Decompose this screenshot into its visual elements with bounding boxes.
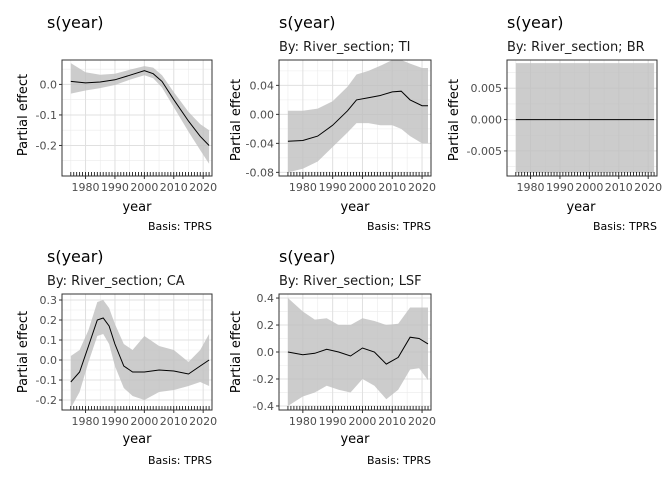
y-axis-title: Partial effect bbox=[447, 79, 462, 161]
panel-subtitle: By: River_section; BR bbox=[507, 40, 645, 55]
panel-title: s(year) bbox=[279, 247, 336, 266]
y-tick-label: 0.2 bbox=[257, 319, 275, 332]
panel-year-by-br: s(year) By: River_section; BR year Parti… bbox=[447, 13, 662, 233]
y-tick-label: -0.1 bbox=[36, 374, 57, 387]
panel-subtitle: By: River_section; CA bbox=[47, 274, 185, 289]
plot-border bbox=[506, 59, 658, 177]
x-axis-title: year bbox=[340, 432, 370, 447]
confidence-ribbon bbox=[287, 60, 428, 173]
x-tick-label: 2000 bbox=[130, 415, 158, 428]
plot-area: 0.0 -0.1 -0.2 1980 1990 2000 2010 2020 bbox=[36, 59, 217, 194]
smooth-line bbox=[70, 317, 210, 383]
y-tick-label: 0.2 bbox=[40, 314, 58, 327]
plot-border bbox=[61, 293, 213, 411]
x-tick-label: 2000 bbox=[348, 181, 376, 194]
x-tick-label: 2020 bbox=[408, 415, 436, 428]
y-tick-label: 0.0 bbox=[257, 346, 275, 359]
y-axis-title: Partial effect bbox=[229, 79, 244, 161]
smooth-line bbox=[287, 90, 428, 142]
basis-caption: Basis: TPRS bbox=[148, 220, 212, 233]
panel-year-by-ca: s(year) By: River_section; CA year Parti… bbox=[16, 247, 217, 467]
x-tick-label: 1990 bbox=[319, 181, 347, 194]
plot-area: 0.04 0.00 -0.04 -0.08 1980 1990 2000 2010 2020 bbox=[246, 59, 436, 194]
x-tick-label: 1980 bbox=[289, 415, 317, 428]
x-tick-label: 1980 bbox=[517, 181, 545, 194]
y-tick-label: -0.04 bbox=[246, 137, 274, 150]
x-tick-label: 1980 bbox=[72, 415, 100, 428]
y-tick-label: 0.005 bbox=[471, 82, 503, 95]
panel-subtitle: By: River_section; LSF bbox=[279, 274, 422, 289]
confidence-ribbon bbox=[515, 63, 655, 173]
x-axis-title: year bbox=[122, 200, 152, 215]
panel-title: s(year) bbox=[507, 13, 564, 32]
x-tick-label: 1980 bbox=[289, 181, 317, 194]
panel-title: s(year) bbox=[279, 13, 336, 32]
plot-area: 0.3 0.2 0.1 0.0 -0.1 -0.2 1980 1990 2000 2010 2020 bbox=[36, 293, 217, 428]
x-axis-title: year bbox=[122, 432, 152, 447]
y-tick-label: -0.2 bbox=[36, 394, 57, 407]
x-tick-label: 2000 bbox=[130, 181, 158, 194]
x-axis-title: year bbox=[566, 200, 596, 215]
y-axis-title: Partial effect bbox=[16, 311, 31, 393]
x-axis-title: year bbox=[340, 200, 370, 215]
y-axis-title: Partial effect bbox=[16, 74, 31, 156]
x-tick-label: 2000 bbox=[575, 181, 603, 194]
y-tick-label: -0.2 bbox=[36, 139, 57, 152]
x-tick-label: 2010 bbox=[160, 415, 188, 428]
x-tick-label: 2010 bbox=[605, 181, 633, 194]
basis-caption: Basis: TPRS bbox=[367, 220, 431, 233]
x-tick-label: 1980 bbox=[72, 181, 100, 194]
panel-year: s(year) year Partial effect Basis: TPRS … bbox=[16, 13, 217, 233]
smooth-line bbox=[287, 336, 429, 365]
plot-area: 0.005 0.000 -0.005 1980 1990 2000 2010 2020 bbox=[467, 59, 662, 194]
x-tick-label: 1990 bbox=[101, 181, 129, 194]
panel-year-by-ti: s(year) By: River_section; TI year Parti… bbox=[229, 13, 436, 233]
y-tick-label: -0.005 bbox=[467, 145, 502, 158]
y-tick-label: -0.2 bbox=[253, 373, 274, 386]
y-tick-label: 0.00 bbox=[250, 108, 275, 121]
x-tick-label: 2020 bbox=[189, 415, 217, 428]
confidence-ribbon bbox=[70, 300, 210, 408]
x-tick-label: 1990 bbox=[101, 415, 129, 428]
y-tick-label: -0.08 bbox=[246, 166, 274, 179]
x-tick-label: 1990 bbox=[319, 415, 347, 428]
y-tick-label: 0.4 bbox=[257, 292, 275, 305]
x-tick-label: 2020 bbox=[634, 181, 662, 194]
confidence-ribbon bbox=[70, 63, 210, 164]
y-tick-label: -0.1 bbox=[36, 109, 57, 122]
y-tick-label: 0.04 bbox=[250, 79, 275, 92]
x-tick-label: 2010 bbox=[378, 181, 406, 194]
y-tick-label: -0.4 bbox=[253, 400, 274, 413]
basis-caption: Basis: TPRS bbox=[593, 220, 657, 233]
confidence-ribbon bbox=[287, 298, 428, 406]
y-tick-label: 0.0 bbox=[40, 78, 58, 91]
x-tick-label: 2020 bbox=[408, 181, 436, 194]
plot-border bbox=[61, 59, 213, 177]
y-tick-label: 0.3 bbox=[40, 294, 58, 307]
panel-title: s(year) bbox=[47, 247, 104, 266]
x-tick-label: 1990 bbox=[546, 181, 574, 194]
plot-area: 0.4 0.2 0.0 -0.2 -0.4 1980 1990 2000 2010 2020 bbox=[253, 292, 437, 428]
y-axis-title: Partial effect bbox=[229, 311, 244, 393]
smooth-line bbox=[70, 70, 210, 146]
x-tick-label: 2010 bbox=[378, 415, 406, 428]
panel-title: s(year) bbox=[47, 13, 104, 32]
plot-border bbox=[278, 59, 432, 177]
y-tick-label: 0.1 bbox=[40, 334, 58, 347]
x-tick-label: 2020 bbox=[189, 181, 217, 194]
panel-subtitle: By: River_section; TI bbox=[279, 40, 410, 55]
x-tick-label: 2010 bbox=[160, 181, 188, 194]
panel-year-by-lsf: s(year) By: River_section; LSF year Part… bbox=[229, 247, 436, 467]
y-tick-label: 0.0 bbox=[40, 354, 58, 367]
basis-caption: Basis: TPRS bbox=[367, 454, 431, 467]
y-tick-label: 0.000 bbox=[471, 114, 503, 127]
x-tick-label: 2000 bbox=[348, 415, 376, 428]
basis-caption: Basis: TPRS bbox=[148, 454, 212, 467]
